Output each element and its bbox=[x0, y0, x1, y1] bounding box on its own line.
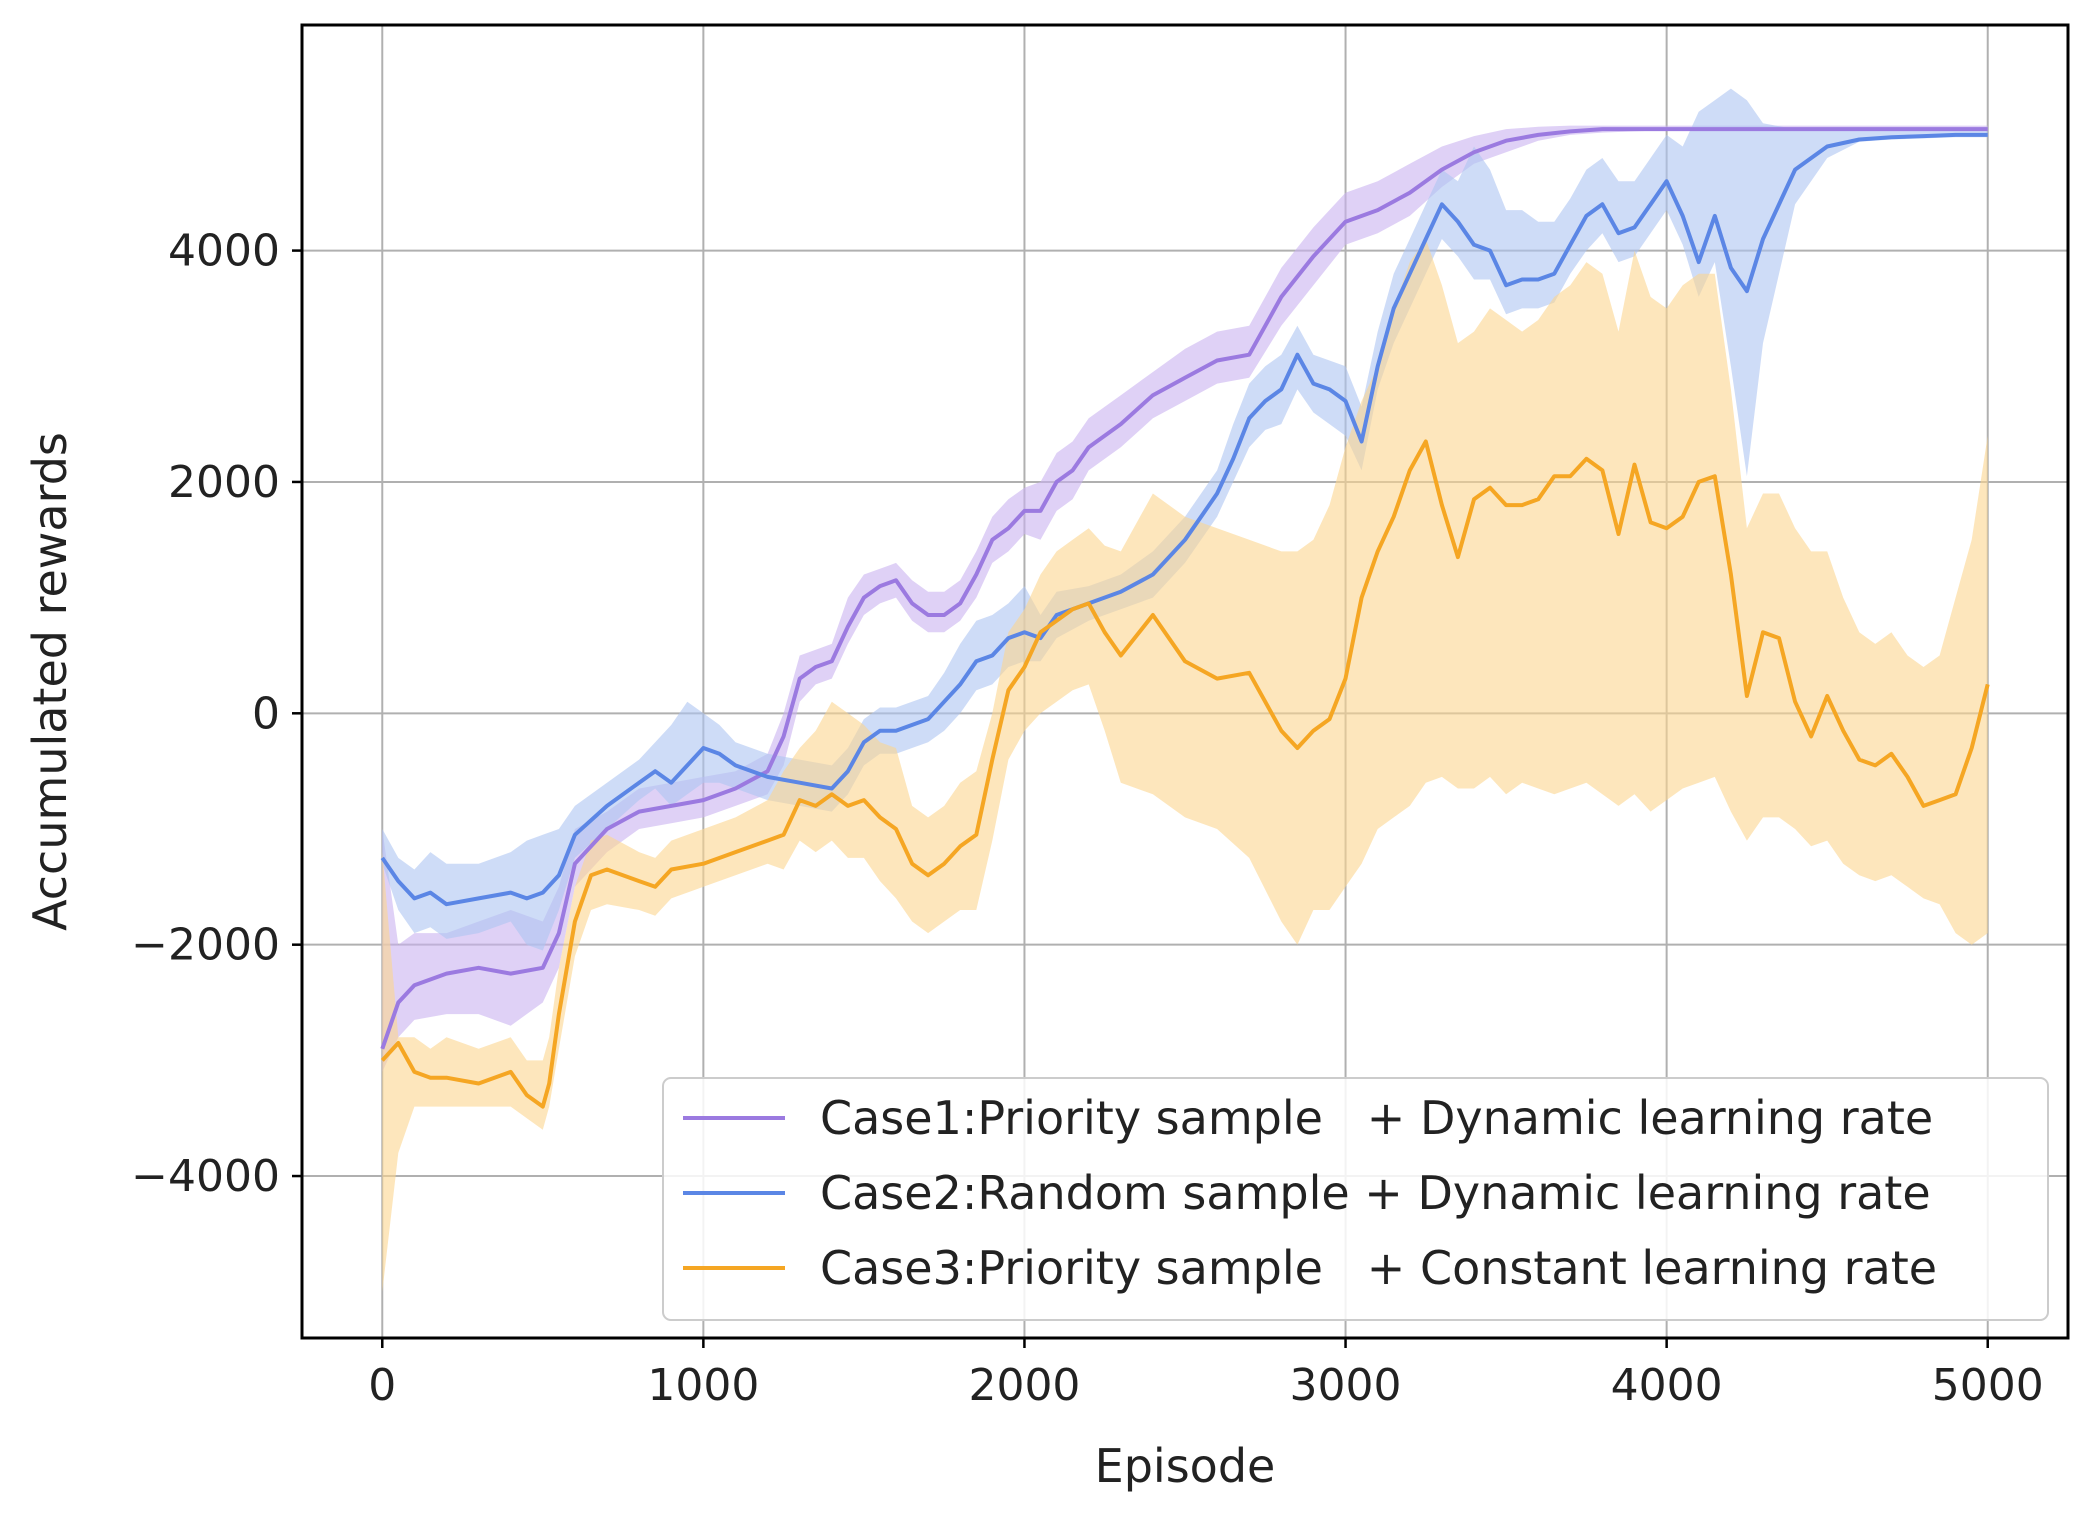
series-2-line bbox=[380, 132, 1988, 907]
y-tick-label: 0 bbox=[252, 688, 280, 739]
y-tick-label: −2000 bbox=[131, 920, 280, 971]
legend-label: Case3:Priority sample + Constant learnin… bbox=[820, 1241, 1937, 1295]
confidence-bands bbox=[382, 88, 1988, 1292]
y-tick-label: 4000 bbox=[168, 226, 280, 277]
x-tick-label: 1000 bbox=[647, 1360, 759, 1411]
x-tick-label: 3000 bbox=[1290, 1360, 1402, 1411]
series-1-band bbox=[382, 125, 1988, 1072]
x-tick-label: 2000 bbox=[968, 1360, 1080, 1411]
series-3-band bbox=[382, 239, 1988, 1292]
ticks: 0 1000 2000 3000 4000 5000 −4000 −2000 0 2000 4000 bbox=[131, 226, 2044, 1411]
x-tick-label: 5000 bbox=[1932, 1360, 2044, 1411]
y-axis-label: Accumulated rewards bbox=[23, 432, 77, 931]
x-tick-label: 4000 bbox=[1611, 1360, 1723, 1411]
legend-box bbox=[662, 1077, 2049, 1321]
x-tick-label: 0 bbox=[368, 1360, 396, 1411]
axes-frame bbox=[300, 23, 2070, 1340]
y-tick-label: −4000 bbox=[131, 1151, 280, 1202]
series-3-line bbox=[380, 439, 1990, 1109]
series-lines bbox=[380, 127, 1990, 1109]
x-axis-label: Episode bbox=[1095, 1439, 1276, 1493]
legend-label: Case1:Priority sample + Dynamic learning… bbox=[820, 1091, 1933, 1145]
y-tick-label: 2000 bbox=[168, 457, 280, 508]
series-1-line bbox=[380, 127, 1988, 1050]
legend-label: Case2:Random sample + Dynamic learning r… bbox=[820, 1166, 1931, 1220]
legend: Case1:Priority sample + Dynamic learning… bbox=[662, 1077, 2049, 1321]
